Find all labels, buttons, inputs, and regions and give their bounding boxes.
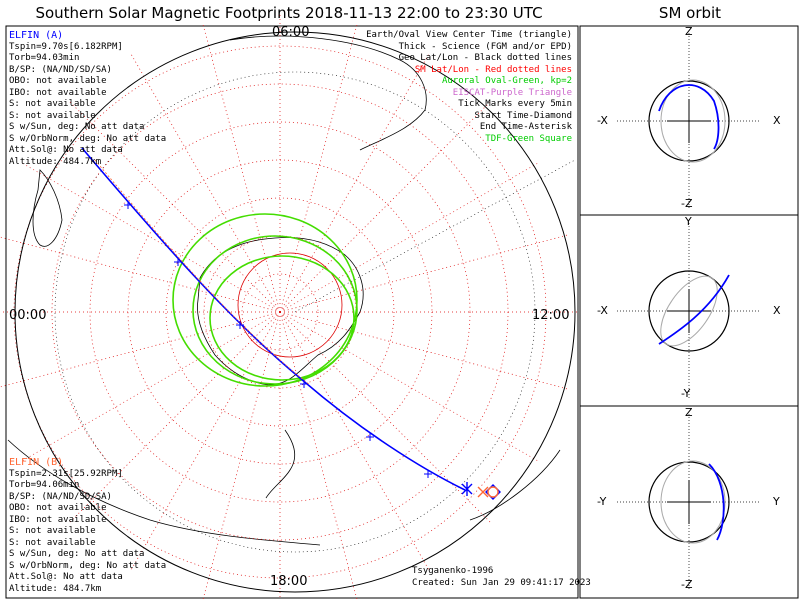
end-markers <box>461 482 501 500</box>
elfin-b-info-line: S w/OrbNorm, deg: No att data <box>9 560 167 571</box>
elfin-a-info-line: S: not available <box>9 99 96 109</box>
orbit-axis-label-bottom: -Z <box>681 578 693 591</box>
elfin-b-info-line: OBO: not available <box>9 503 107 513</box>
elfin-a-info-line: B/SP: (NA/ND/SD/SA) <box>9 64 112 75</box>
elfin-a-info-line: S w/OrbNorm, deg: No att data <box>9 133 167 144</box>
elfin-b-info-line: Torb=94.06min <box>9 480 80 490</box>
elfin-a-info-line: IBO: not available <box>9 87 107 98</box>
orbit-axis-label-right: X <box>773 114 781 127</box>
elfin-a-info-line: OBO: not available <box>9 76 107 86</box>
orbit-axis-label-right: Y <box>773 495 780 508</box>
legend-entry: TDF-Green Square <box>485 133 572 144</box>
elfin-b-info-line: Tspin=2.31s[25.92RPM] <box>9 468 123 479</box>
mlt-label-top: 06:00 <box>272 25 310 40</box>
orbit-axis-label-left: -X <box>597 114 608 127</box>
sm-grid <box>0 12 580 600</box>
elfin-b-info-line: S w/Sun, deg: No att data <box>9 549 145 559</box>
elfin-a-info-line: Altitude: 484.7km <box>9 156 102 167</box>
coastlines <box>7 35 561 546</box>
legend-entry: Tick Marks every 5min <box>458 99 572 109</box>
mlt-label-left: 00:00 <box>9 308 47 323</box>
elfin-a-track <box>81 147 466 491</box>
elfin-a-info-line: S: not available <box>9 110 96 121</box>
auroral-oval <box>172 213 358 387</box>
model-credit: Tsyganenko-1996 <box>412 566 494 576</box>
orbit-axis-label-top: Z <box>685 406 693 419</box>
elfin-b-panel: ELFIN (B) Tspin=2.31s[25.92RPM] Torb=94.0… <box>9 457 166 595</box>
mlt-label-right: 12:00 <box>532 308 570 323</box>
elfin-b-info-line: B/SP: (NA/ND/SD/SA) <box>9 491 112 502</box>
legend-entry: Thick - Science (FGM and/or EPD) <box>398 41 572 52</box>
elfin-b-info-line: IBO: not available <box>9 514 107 525</box>
orbit-axis-label-top: Y <box>685 215 692 228</box>
legend: Earth/Oval View Center Time (triangle) Th… <box>366 30 572 145</box>
legend-entry: Earth/Oval View Center Time (triangle) <box>366 30 572 40</box>
legend-entry: SM Lat/Lon - Red dotted lines <box>414 64 572 75</box>
orbit-axis-label-right: X <box>773 304 781 317</box>
orbit-axis-label-bottom: -Z <box>681 197 693 210</box>
created-timestamp: Created: Sun Jan 29 09:41:17 2023 <box>412 578 591 588</box>
elfin-a-info-line: S w/Sun, deg: No att data <box>9 122 145 132</box>
orbit-axis-label-bottom: -Y <box>681 387 691 400</box>
mlt-label-bottom: 18:00 <box>270 574 308 589</box>
orbit-axis-label-left: -Y <box>597 495 607 508</box>
elfin-a-info-line: Tspin=9.70s[6.182RPM] <box>9 41 123 52</box>
orbit-axis-label-top: Z <box>685 25 693 38</box>
elfin-b-info-line: Altitude: 484.7km <box>9 583 102 594</box>
elfin-b-info-line: S: not available <box>9 526 96 536</box>
elfin-a-info-line: Torb=94.03min <box>9 53 80 63</box>
track-ticks <box>124 201 432 478</box>
elfin-a-info-line: Att.Sol@: No att data <box>9 145 123 155</box>
geo-grid <box>54 71 576 553</box>
legend-entry: Geo Lat/Lon - Black dotted lines <box>398 53 572 63</box>
legend-entry: Start Time-Diamond <box>474 110 572 121</box>
elfin-b-track <box>94 159 311 386</box>
page-title: Southern Solar Magnetic Footprints 2018-… <box>35 4 543 22</box>
elfin-b-info-line: S: not available <box>9 537 96 548</box>
orbit-axis-label-left: -X <box>597 304 608 317</box>
elfin-b-info-line: Att.Sol@: No att data <box>9 572 123 582</box>
legend-entry: EISCAT-Purple Triangle <box>452 87 572 98</box>
elfin-b-name: ELFIN (B) <box>9 457 64 468</box>
legend-entry: Auroral Oval-Green, kp=2 <box>441 76 572 86</box>
elfin-a-name: ELFIN (A) <box>9 30 64 41</box>
sm-orbit-title: SM orbit <box>658 4 722 22</box>
earth-horizon <box>14 31 576 593</box>
legend-entry: End Time-Asterisk <box>479 122 572 132</box>
elfin-a-panel: ELFIN (A) Tspin=9.70s[6.182RPM] Torb=94.0… <box>9 30 166 168</box>
